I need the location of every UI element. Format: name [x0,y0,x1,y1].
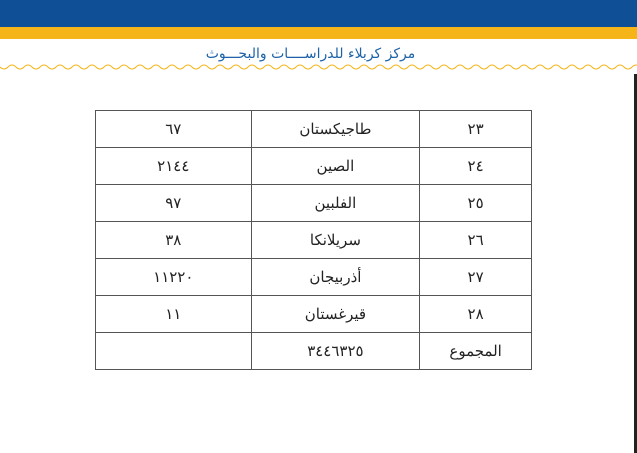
header-title-text: مركز كربلاء للدراســــات والبحـــوث [205,46,416,62]
country-value: ٩٧ [95,184,252,222]
page-edge [634,74,637,453]
data-table: ٢٣ طاجيكستان ٦٧ ٢٤ الصين ٢١٤٤ ٢٥ الفلبين… [95,110,532,370]
table-row: ٢٥ الفلبين ٩٧ [95,184,532,222]
total-row: المجموع ٣٤٤٦٣٢٥ [95,332,532,370]
row-number: ٢٥ [419,184,532,222]
table-row: ٢٤ الصين ٢١٤٤ [95,147,532,185]
row-number: ٢٤ [419,147,532,185]
row-number: ٢٧ [419,258,532,296]
wavy-divider [0,64,637,70]
row-number: ٢٦ [419,221,532,259]
country-name: سريلانكا [250,221,421,259]
table-row: ٢٨ قيرغستان ١١ [95,295,532,333]
country-name: أذربيجان [250,258,421,296]
country-name: طاجيكستان [250,110,421,148]
table-row: ٢٧ أذربيجان ١١٢٢٠ [95,258,532,296]
country-name: الفلبين [250,184,421,222]
total-value: ٣٤٤٦٣٢٥ [250,332,421,370]
country-name: قيرغستان [250,295,421,333]
row-number: ٢٨ [419,295,532,333]
country-value: ٦٧ [95,110,252,148]
country-name: الصين [250,147,421,185]
header-bar [0,0,637,27]
country-value: ٣٨ [95,221,252,259]
country-value: ٢١٤٤ [95,147,252,185]
row-number: ٢٣ [419,110,532,148]
table-row: ٢٣ طاجيكستان ٦٧ [95,110,532,148]
table-row: ٢٦ سريلانكا ٣٨ [95,221,532,259]
total-empty-cell [95,332,252,370]
total-label: المجموع [419,332,532,370]
country-value: ١١٢٢٠ [95,258,252,296]
header-accent-line [0,27,637,39]
country-value: ١١ [95,295,252,333]
header-title: مركز كربلاء للدراســــات والبحـــوث [0,44,637,64]
